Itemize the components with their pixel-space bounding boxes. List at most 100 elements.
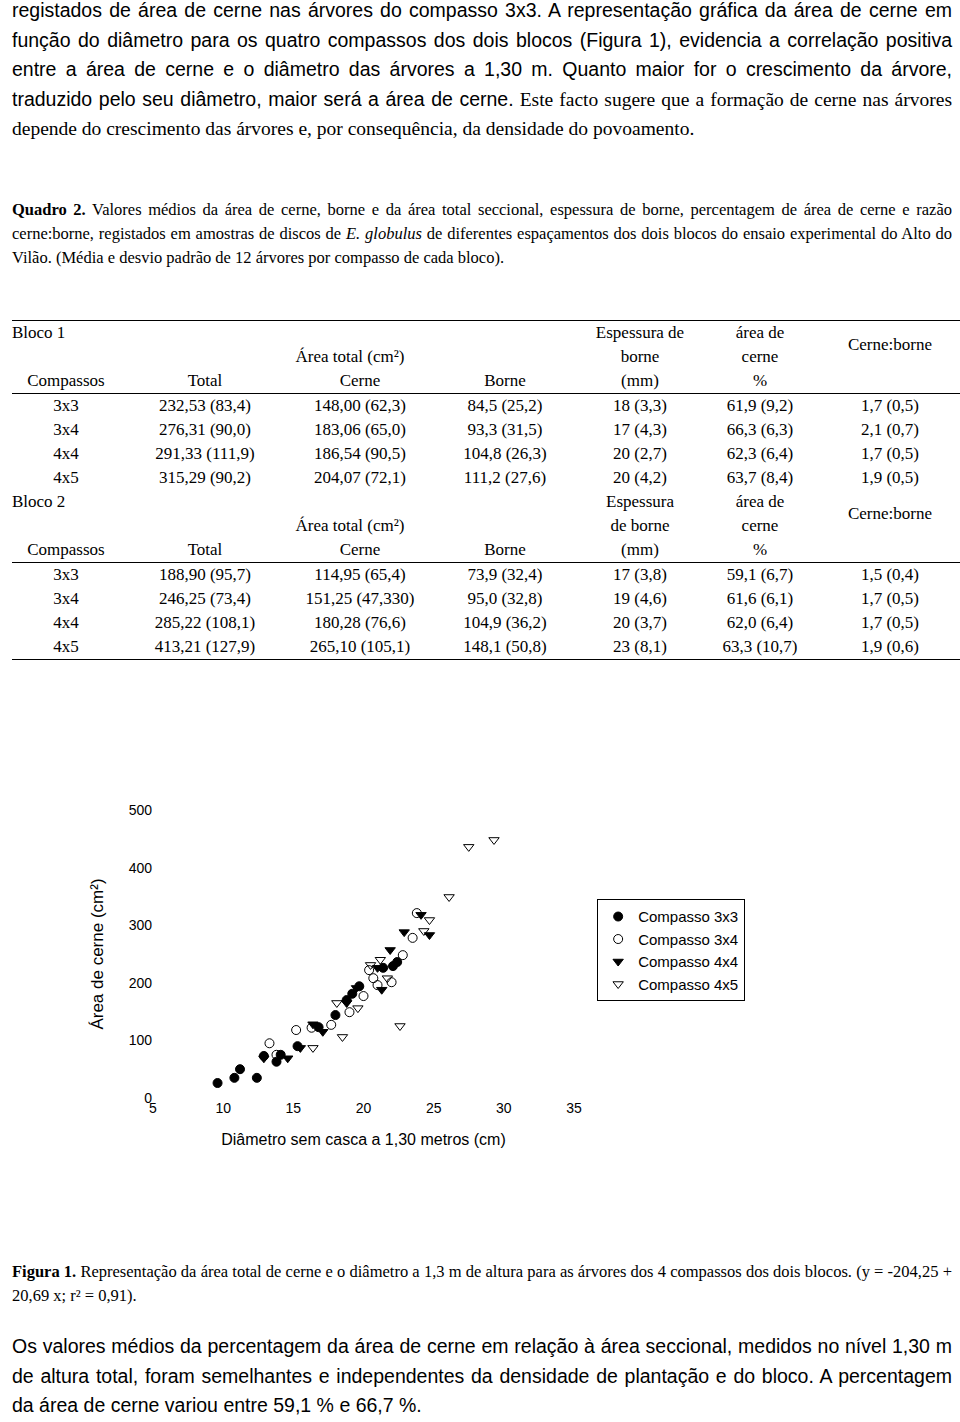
svg-text:400: 400	[129, 860, 153, 876]
html-text:84,5 (25,2): 84,5 (25,2)	[467, 396, 543, 415]
html-text:111,2 (27,6): 111,2 (27,6)	[463, 468, 547, 487]
html-text:180,28 (76,6): 180,28 (76,6)	[314, 613, 406, 632]
html-text:1,7 (0,5): 1,7 (0,5)	[861, 444, 919, 463]
html-text:148,00 (62,3): 148,00 (62,3)	[314, 396, 406, 415]
html-text:área de: área de	[735, 323, 785, 342]
html-text:95,0 (32,8): 95,0 (32,8)	[467, 589, 543, 608]
html-text:63,7 (8,4): 63,7 (8,4)	[726, 468, 794, 487]
html-text:93,3 (31,5): 93,3 (31,5)	[467, 420, 543, 439]
html-text:4x5: 4x5	[53, 637, 79, 656]
html-text:Borne: Borne	[484, 540, 526, 559]
html-text:(mm): (mm)	[621, 371, 659, 390]
html-text:3x4: 3x4	[53, 420, 79, 439]
html-text:cerne: cerne	[741, 516, 779, 535]
html-text:Bloco 2: Bloco 2	[12, 492, 66, 511]
html-text:Espessura de: Espessura de	[595, 323, 685, 342]
html-text:Espessura: Espessura	[606, 492, 674, 511]
html-text:área de: área de	[735, 492, 785, 511]
svg-text:Área de cerne (cm²): Área de cerne (cm²)	[88, 878, 107, 1029]
html-text:4x5: 4x5	[53, 468, 79, 487]
html-text:Os valores médios da percentag: Os valores médios da percentagem da área…	[12, 1335, 952, 1416]
html-text:265,10 (105,1): 265,10 (105,1)	[309, 637, 411, 656]
html-text:413,21 (127,9): 413,21 (127,9)	[154, 637, 256, 656]
html-text:Cerne: Cerne	[339, 371, 381, 390]
svg-text:0: 0	[144, 1090, 152, 1106]
html-text:17 (4,3): 17 (4,3)	[613, 420, 667, 439]
html-text:Compassos: Compassos	[27, 371, 105, 390]
html-text:(mm): (mm)	[621, 540, 659, 559]
svg-text:20: 20	[356, 1100, 372, 1116]
html-text:de borne: de borne	[610, 516, 670, 535]
html-text:61,9 (9,2): 61,9 (9,2)	[726, 396, 794, 415]
html-text:66,3 (6,3): 66,3 (6,3)	[726, 420, 794, 439]
html-text:registados de área de cerne na: registados de área de cerne nas árvores …	[12, 0, 952, 139]
html-text:59,1 (6,7): 59,1 (6,7)	[726, 565, 794, 584]
html-text:Borne: Borne	[484, 371, 526, 390]
svg-text:15: 15	[286, 1100, 302, 1116]
html-text:4x4: 4x4	[53, 444, 79, 463]
html-text:62,3 (6,4): 62,3 (6,4)	[726, 444, 794, 463]
html-text:Cerne:borne: Cerne:borne	[848, 335, 932, 354]
html-text:3x3: 3x3	[53, 396, 79, 415]
html-text:1,7 (0,5): 1,7 (0,5)	[861, 396, 919, 415]
html-text:1,7 (0,5): 1,7 (0,5)	[861, 613, 919, 632]
html-text:204,07 (72,1): 204,07 (72,1)	[314, 468, 406, 487]
html-text:19 (4,6): 19 (4,6)	[613, 589, 667, 608]
svg-text:10: 10	[215, 1100, 231, 1116]
svg-text:Compasso 3x4: Compasso 3x4	[638, 931, 738, 948]
html-text:186,54 (90,5): 186,54 (90,5)	[314, 444, 406, 463]
html-text:62,0 (6,4): 62,0 (6,4)	[726, 613, 794, 632]
html-text:Cerne: Cerne	[339, 540, 381, 559]
html-text:Figura 1. Representação da áre: Figura 1. Representação da área total de…	[12, 1262, 952, 1305]
svg-text:Compasso 4x5: Compasso 4x5	[638, 976, 738, 993]
html-text:Total: Total	[187, 371, 223, 390]
html-text:61,6 (6,1): 61,6 (6,1)	[726, 589, 794, 608]
html-text:188,90 (95,7): 188,90 (95,7)	[159, 565, 251, 584]
html-text:Bloco 1: Bloco 1	[12, 323, 66, 342]
html-text:20 (2,7): 20 (2,7)	[613, 444, 667, 463]
html-text:232,53 (83,4): 232,53 (83,4)	[159, 396, 251, 415]
html-text:4x4: 4x4	[53, 613, 79, 632]
html-text:276,31 (90,0): 276,31 (90,0)	[159, 420, 251, 439]
html-text:Compassos: Compassos	[27, 540, 105, 559]
svg-text:Compasso 3x3: Compasso 3x3	[638, 908, 738, 925]
html-text:Cerne:borne: Cerne:borne	[848, 504, 932, 523]
html-text:148,1 (50,8): 148,1 (50,8)	[463, 637, 547, 656]
html-text:borne: borne	[620, 347, 660, 366]
html-text:3x4: 3x4	[53, 589, 79, 608]
html-text:Área total (cm²): Área total (cm²)	[295, 516, 405, 535]
html-text:104,9 (36,2): 104,9 (36,2)	[463, 613, 547, 632]
html-text:17 (3,8): 17 (3,8)	[613, 565, 667, 584]
html-text:Total: Total	[187, 540, 223, 559]
html-text:1,7 (0,5): 1,7 (0,5)	[861, 589, 919, 608]
html-text:1,5 (0,4): 1,5 (0,4)	[861, 565, 919, 584]
svg-text:Compasso 4x4: Compasso 4x4	[638, 953, 738, 970]
html-text:Área total (cm²): Área total (cm²)	[295, 347, 405, 366]
svg-text:300: 300	[129, 917, 153, 933]
html-text:315,29 (90,2): 315,29 (90,2)	[159, 468, 251, 487]
svg-text:35: 35	[566, 1100, 582, 1116]
html-text:cerne: cerne	[741, 347, 779, 366]
svg-text:500: 500	[129, 802, 153, 818]
svg-text:100: 100	[129, 1032, 153, 1048]
svg-text:30: 30	[496, 1100, 512, 1116]
html-text:73,9 (32,4): 73,9 (32,4)	[467, 565, 543, 584]
svg-text:25: 25	[426, 1100, 442, 1116]
html-text:114,95 (65,4): 114,95 (65,4)	[314, 565, 406, 584]
html-text:285,22 (108,1): 285,22 (108,1)	[154, 613, 256, 632]
html-text:246,25 (73,4): 246,25 (73,4)	[159, 589, 251, 608]
html-text:20 (3,7): 20 (3,7)	[613, 613, 667, 632]
html-text:104,8 (26,3): 104,8 (26,3)	[463, 444, 547, 463]
svg-text:5: 5	[149, 1100, 157, 1116]
html-text:18 (3,3): 18 (3,3)	[613, 396, 667, 415]
html-text:3x3: 3x3	[53, 565, 79, 584]
html-text:2,1 (0,7): 2,1 (0,7)	[861, 420, 919, 439]
html-text:20 (4,2): 20 (4,2)	[613, 468, 667, 487]
svg-text:Diâmetro sem casca a 1,30 metr: Diâmetro sem casca a 1,30 metros (cm)	[221, 1131, 506, 1148]
svg-text:200: 200	[129, 975, 153, 991]
html-text:151,25 (47,330): 151,25 (47,330)	[305, 589, 415, 608]
html-text:1,9 (0,5): 1,9 (0,5)	[861, 468, 919, 487]
html-text:Quadro 2. Valores médios da ár: Quadro 2. Valores médios da área de cern…	[12, 200, 952, 267]
html-text:183,06 (65,0): 183,06 (65,0)	[314, 420, 406, 439]
html-text:291,33 (111,9): 291,33 (111,9)	[155, 444, 255, 463]
